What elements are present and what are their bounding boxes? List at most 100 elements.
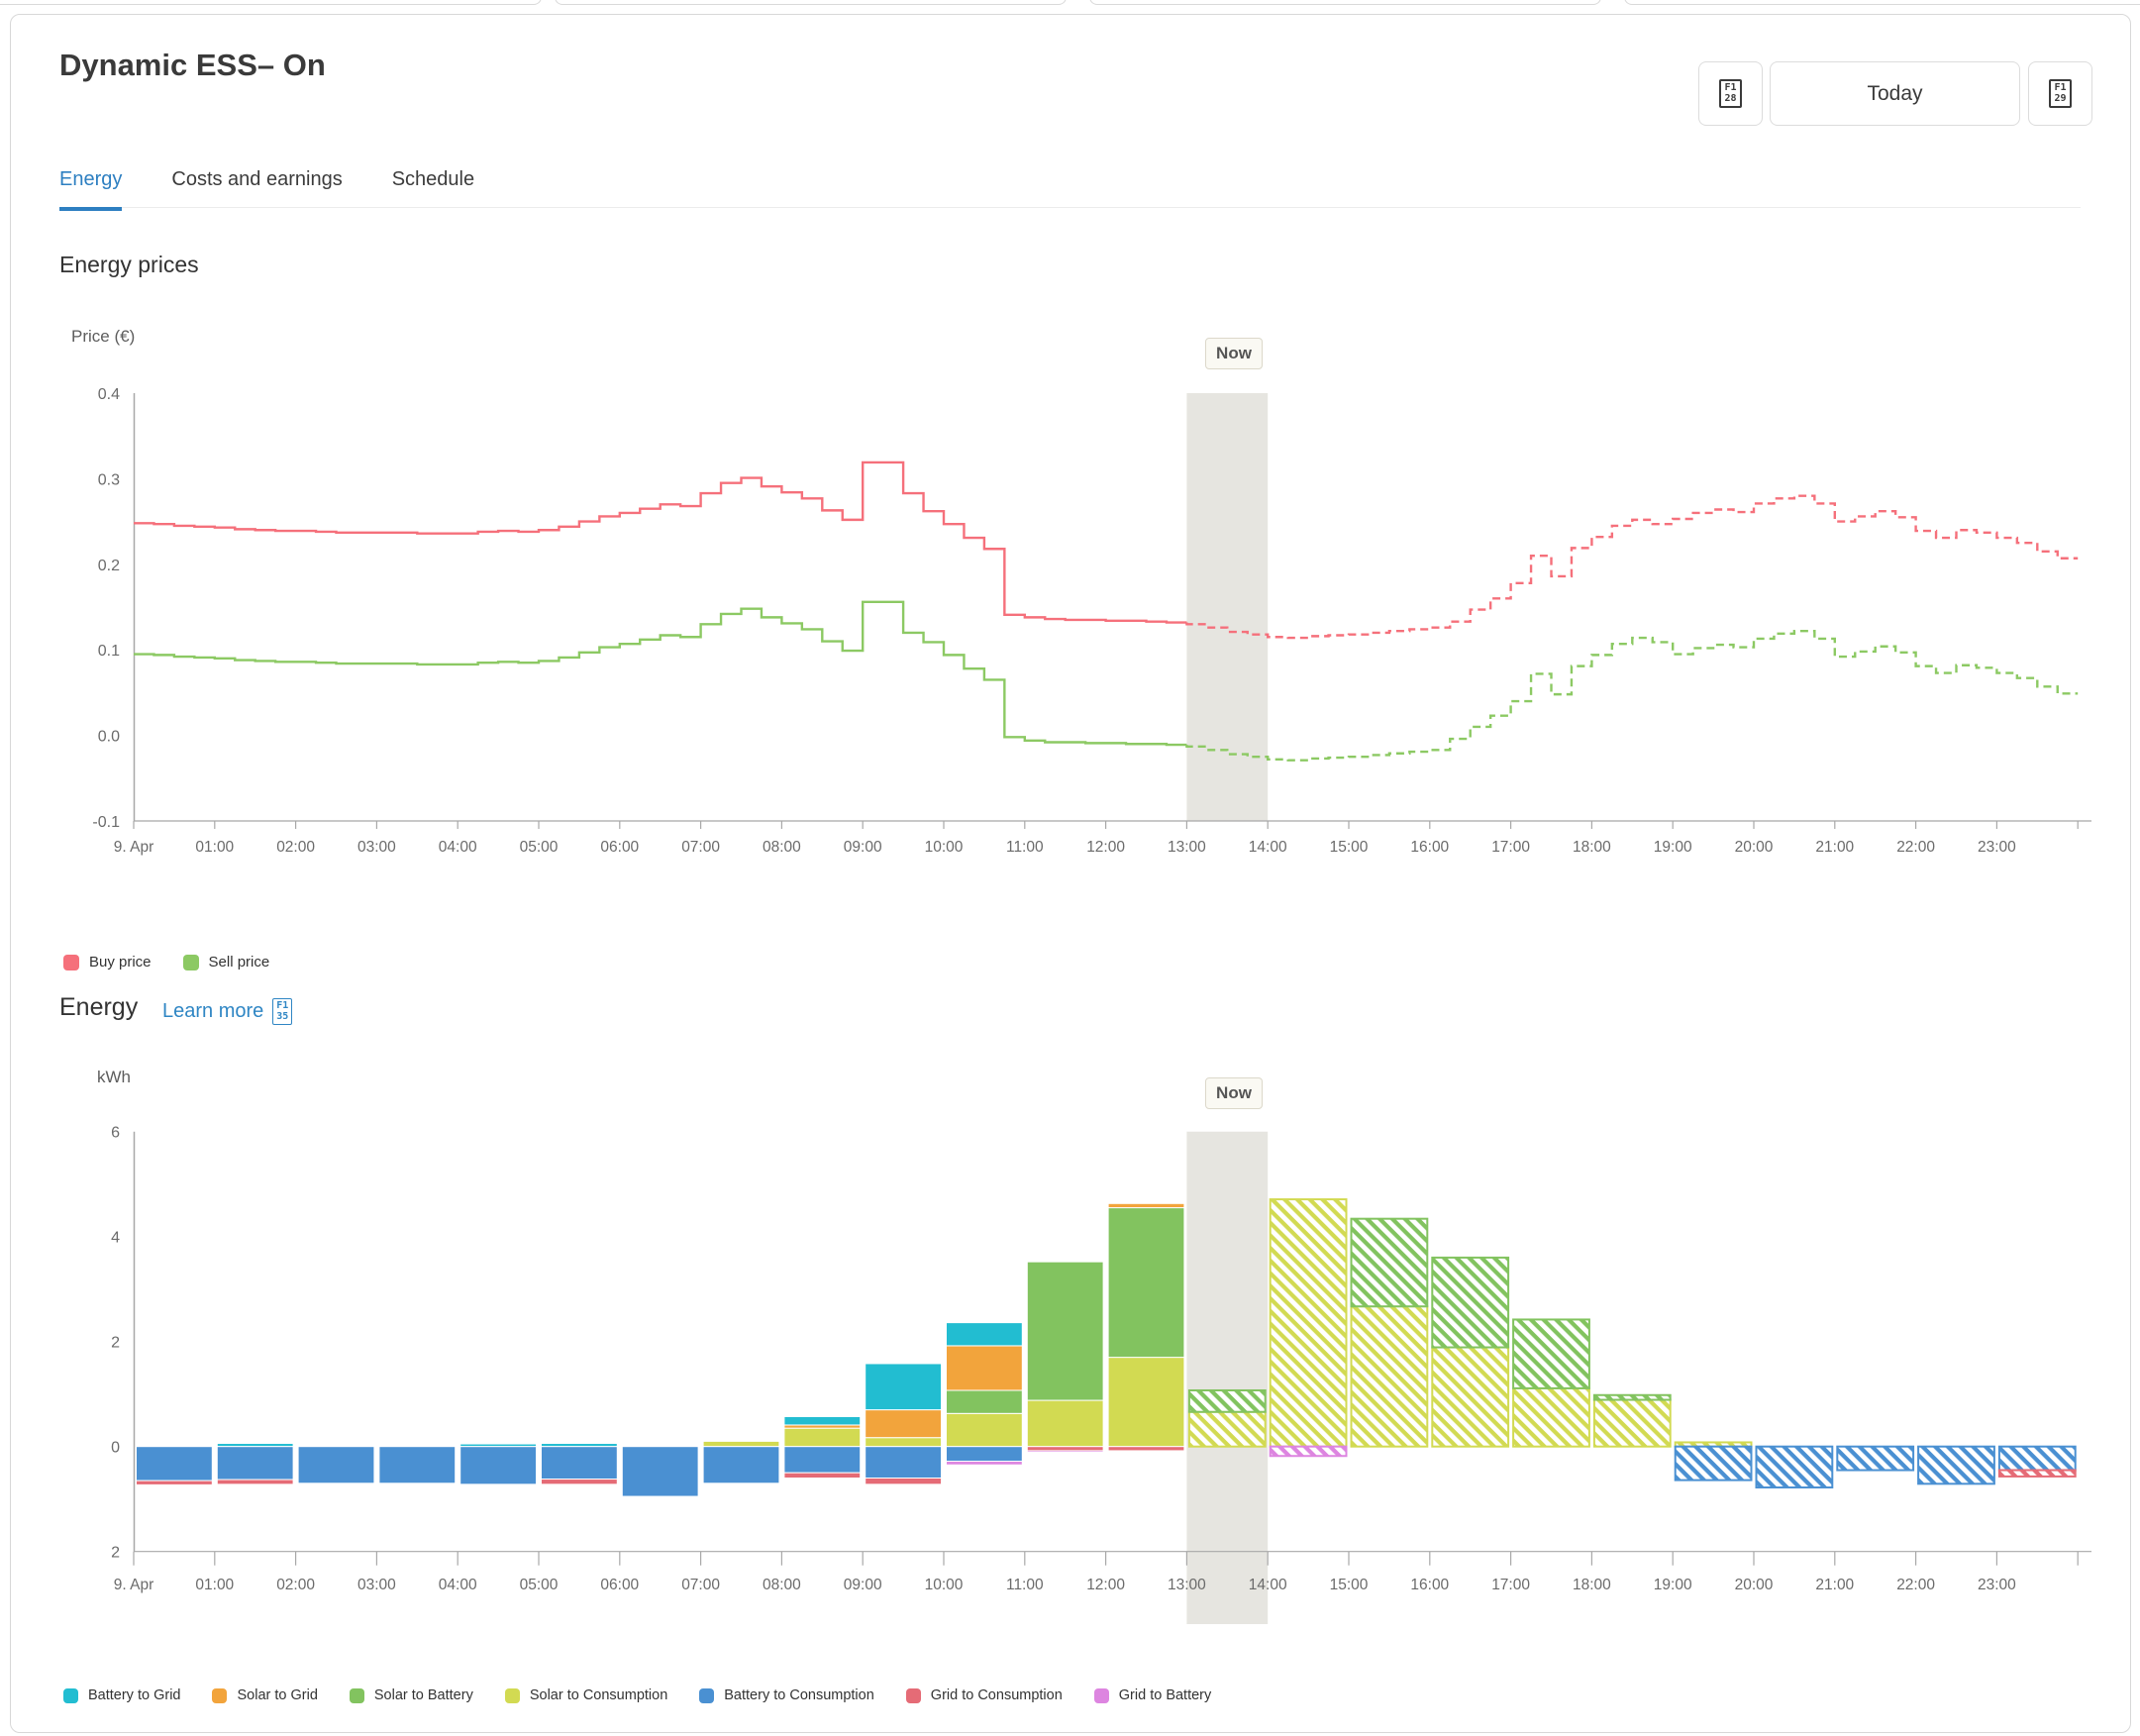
bar-segment[interactable] bbox=[1350, 1305, 1429, 1448]
bar-segment[interactable] bbox=[1026, 1450, 1104, 1454]
price-x-tick: 9. Apr bbox=[114, 839, 154, 856]
energy-x-tick: 01:00 bbox=[195, 1577, 234, 1593]
bar-segment[interactable] bbox=[216, 1479, 294, 1485]
price-x-tick: 19:00 bbox=[1654, 839, 1692, 856]
price-x-tick: 23:00 bbox=[1978, 839, 2016, 856]
price-x-tick: 09:00 bbox=[844, 839, 882, 856]
energy-y-tick: 2 bbox=[111, 1545, 120, 1562]
price-x-tick: 17:00 bbox=[1491, 839, 1530, 856]
chevron-left-icon: F1 28 bbox=[1719, 79, 1742, 108]
bar-segment[interactable] bbox=[1512, 1386, 1590, 1448]
bar-segment[interactable] bbox=[1026, 1446, 1104, 1452]
energy-x-tick: 19:00 bbox=[1654, 1577, 1692, 1593]
bar-segment[interactable] bbox=[1917, 1445, 1995, 1485]
bar-segment[interactable] bbox=[136, 1480, 213, 1485]
bar-segment[interactable] bbox=[865, 1478, 943, 1485]
energy-y-tick: 0 bbox=[111, 1440, 120, 1457]
bar-segment[interactable] bbox=[621, 1446, 699, 1497]
bar-segment[interactable] bbox=[783, 1472, 862, 1479]
bar-segment[interactable] bbox=[1026, 1399, 1104, 1448]
bar-segment[interactable] bbox=[783, 1415, 862, 1426]
legend-item: Sell price bbox=[182, 954, 269, 970]
bar-segment[interactable] bbox=[1836, 1445, 1915, 1472]
price-x-tick: 22:00 bbox=[1896, 839, 1935, 856]
bar-segment[interactable] bbox=[378, 1446, 457, 1484]
bar-segment[interactable] bbox=[865, 1409, 943, 1439]
price-legend: Buy price Sell price bbox=[63, 954, 301, 970]
legend-swatch bbox=[699, 1687, 715, 1703]
energy-now-label: Now bbox=[1205, 1077, 1263, 1109]
energy-x-tick: 12:00 bbox=[1086, 1577, 1125, 1593]
legend-swatch bbox=[212, 1687, 228, 1703]
bar-segment[interactable] bbox=[1431, 1346, 1510, 1448]
learn-more-link[interactable]: Learn more F1 35 bbox=[162, 998, 293, 1025]
bar-segment[interactable] bbox=[136, 1446, 213, 1481]
bar-segment[interactable] bbox=[946, 1412, 1023, 1448]
price-y-tick: 0.2 bbox=[98, 558, 120, 574]
bar-segment[interactable] bbox=[783, 1446, 862, 1474]
bar-segment[interactable] bbox=[946, 1461, 1023, 1466]
legend-label: Solar to Battery bbox=[373, 1687, 473, 1703]
legend-swatch bbox=[504, 1687, 520, 1703]
bar-segment[interactable] bbox=[1592, 1393, 1672, 1401]
price-x-tick: 14:00 bbox=[1249, 839, 1287, 856]
bar-segment[interactable] bbox=[702, 1446, 780, 1484]
tab-costs-and-earnings[interactable]: Costs and earnings bbox=[171, 168, 343, 190]
bar-segment[interactable] bbox=[946, 1345, 1023, 1391]
price-x-tick: 18:00 bbox=[1573, 839, 1611, 856]
bar-segment[interactable] bbox=[1107, 1357, 1185, 1448]
price-x-tick: 21:00 bbox=[1815, 839, 1854, 856]
energy-x-tick: 08:00 bbox=[763, 1577, 801, 1593]
energy-y-tick: 2 bbox=[111, 1335, 120, 1352]
bar-segment[interactable] bbox=[1269, 1198, 1348, 1448]
bar-segment[interactable] bbox=[1269, 1445, 1348, 1458]
bar-segment[interactable] bbox=[1512, 1318, 1590, 1389]
bar-segment[interactable] bbox=[865, 1363, 943, 1411]
legend-label: Grid to Battery bbox=[1118, 1687, 1212, 1703]
bar-segment[interactable] bbox=[1431, 1256, 1510, 1349]
bar-segment[interactable] bbox=[459, 1446, 538, 1485]
bar-segment[interactable] bbox=[946, 1446, 1023, 1463]
bar-segment[interactable] bbox=[865, 1437, 943, 1448]
price-x-tick: 06:00 bbox=[600, 839, 639, 856]
price-now-label: Now bbox=[1205, 338, 1263, 369]
tab-schedule[interactable]: Schedule bbox=[391, 168, 475, 190]
price-y-tick: 0.3 bbox=[98, 471, 120, 488]
bar-segment[interactable] bbox=[702, 1440, 780, 1448]
bar-segment[interactable] bbox=[541, 1479, 618, 1485]
bar-segment[interactable] bbox=[946, 1389, 1023, 1414]
bar-segment[interactable] bbox=[1187, 1388, 1267, 1413]
bar-segment[interactable] bbox=[1755, 1445, 1834, 1489]
sell-price-line-past bbox=[134, 600, 1187, 747]
bar-segment[interactable] bbox=[1026, 1261, 1104, 1401]
price-x-tick: 03:00 bbox=[357, 839, 396, 856]
today-button[interactable]: Today bbox=[1770, 61, 2020, 126]
tab-energy[interactable]: Energy bbox=[59, 168, 123, 211]
bar-segment[interactable] bbox=[1107, 1207, 1185, 1359]
bar-segment[interactable] bbox=[1997, 1469, 2077, 1478]
bar-segment[interactable] bbox=[1187, 1410, 1267, 1448]
energy-x-tick: 13:00 bbox=[1168, 1577, 1206, 1593]
bar-segment[interactable] bbox=[1592, 1398, 1672, 1448]
chevron-right-icon: F1 29 bbox=[2049, 79, 2072, 108]
bar-segment[interactable] bbox=[1997, 1445, 2077, 1472]
price-x-tick: 04:00 bbox=[439, 839, 477, 856]
legend-item: Solar to Consumption bbox=[504, 1687, 667, 1703]
bar-segment[interactable] bbox=[1350, 1217, 1429, 1308]
bar-segment[interactable] bbox=[946, 1322, 1023, 1347]
bar-segment[interactable] bbox=[1674, 1445, 1753, 1481]
legend-item: Battery to Grid bbox=[63, 1687, 180, 1703]
legend-item: Grid to Battery bbox=[1093, 1687, 1212, 1703]
energy-x-tick: 03:00 bbox=[357, 1577, 396, 1593]
bar-segment[interactable] bbox=[216, 1446, 294, 1481]
prev-day-button[interactable]: F1 28 bbox=[1698, 61, 1763, 126]
next-day-button[interactable]: F1 29 bbox=[2028, 61, 2092, 126]
bar-segment[interactable] bbox=[1107, 1446, 1185, 1452]
bar-segment[interactable] bbox=[783, 1427, 862, 1448]
bar-segment[interactable] bbox=[541, 1446, 618, 1481]
buy-price-line-forecast bbox=[1185, 494, 2079, 640]
bar-segment[interactable] bbox=[865, 1446, 943, 1479]
bar-segment[interactable] bbox=[1107, 1202, 1185, 1209]
bar-segment[interactable] bbox=[297, 1446, 375, 1484]
